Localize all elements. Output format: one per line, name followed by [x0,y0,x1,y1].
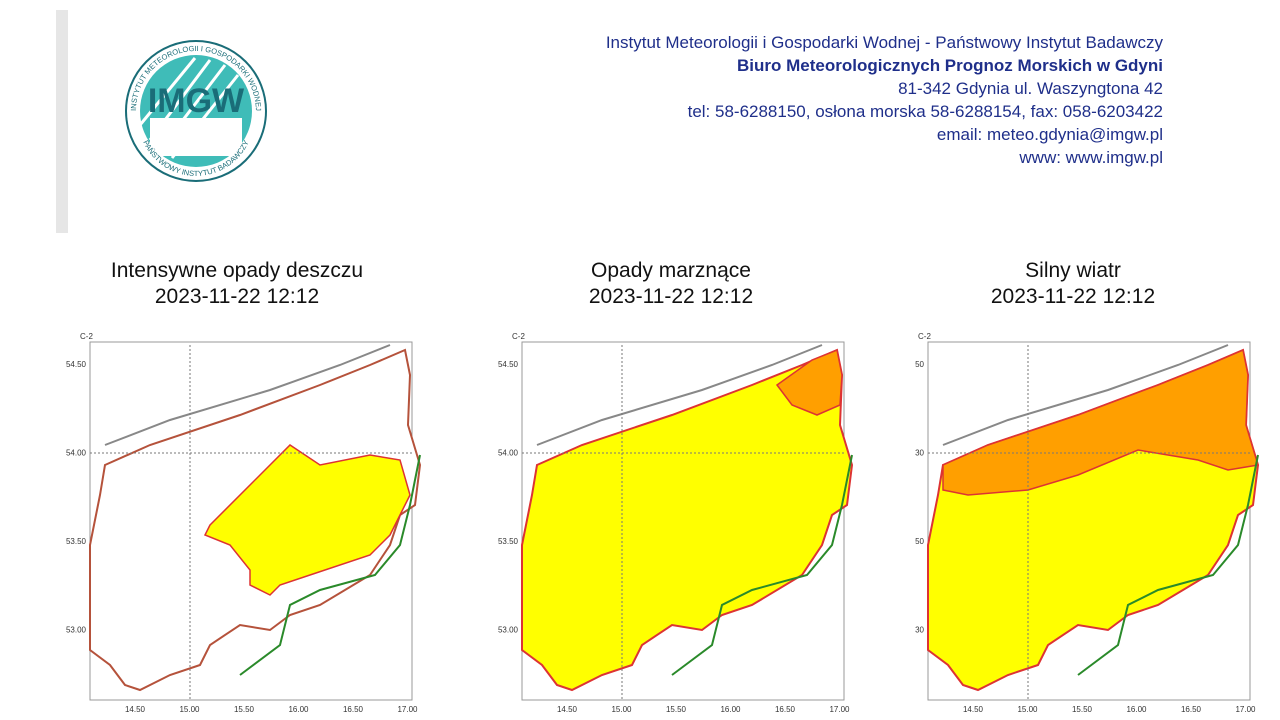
map-title: Silny wiatr [1025,259,1121,282]
map [521,344,854,700]
logo: IMGW INSTYTUT METEOROLOGII I GOSPODARKI … [125,40,267,182]
y-label: 30 [915,626,924,635]
y-label: 54.50 [66,360,87,369]
y-label: 30 [915,449,924,458]
x-label: 15.50 [234,705,255,714]
border-green [239,454,421,676]
logo-letters: IMGW [148,82,245,120]
x-label: 15.50 [666,705,687,714]
y-label: 53.00 [66,626,87,635]
x-label: 16.00 [1126,705,1147,714]
y-label: 53.50 [66,537,87,546]
header-line: 81-342 Gdynia ul. Waszyngtona 42 [898,79,1163,98]
y-label: 50 [915,360,924,369]
x-label: 15.50 [1072,705,1093,714]
map [927,344,1260,700]
map-date: 2023-11-22 12:12 [155,285,319,308]
warning-yellow [203,444,411,596]
x-label: 15.00 [1017,705,1038,714]
y-label: 53.00 [498,626,519,635]
y-label: 54.50 [498,360,519,369]
x-label: 16.00 [288,705,309,714]
y-label: 53.50 [498,537,519,546]
x-label: 14.50 [963,705,984,714]
x-label: 14.50 [125,705,146,714]
warning-orange [775,348,843,416]
header-line: www: www.imgw.pl [1018,148,1163,167]
side-bar [56,10,68,233]
border-green [1077,454,1259,676]
map-corner: C-2 [918,332,931,341]
map-date: 2023-11-22 12:12 [589,285,753,308]
x-label: 14.50 [557,705,578,714]
map-title: Intensywne opady deszczu [111,259,363,282]
map-date: 2023-11-22 12:12 [991,285,1155,308]
sea-coast [536,344,823,446]
map-corner: C-2 [80,332,93,341]
y-label: 54.00 [498,449,519,458]
header-line: email: meteo.gdynia@imgw.pl [937,125,1163,144]
header-line: Biuro Meteorologicznych Prognoz Morskich… [737,56,1163,75]
y-label: 54.00 [66,449,87,458]
x-label: 16.00 [720,705,741,714]
border-green [671,454,853,676]
x-label: 17.00 [829,705,850,714]
x-label: 16.50 [1181,705,1202,714]
x-label: 17.00 [397,705,418,714]
map-corner: C-2 [512,332,525,341]
warning-orange [942,348,1259,496]
x-label: 15.00 [611,705,632,714]
sea-coast [942,344,1229,446]
header: Instytut Meteorologii i Gospodarki Wodne… [606,33,1164,167]
x-label: 15.00 [179,705,200,714]
x-label: 16.50 [343,705,364,714]
x-label: 16.50 [775,705,796,714]
header-line: Instytut Meteorologii i Gospodarki Wodne… [606,33,1164,52]
header-line: tel: 58-6288150, osłona morska 58-628815… [688,102,1163,121]
y-label: 50 [915,537,924,546]
map [89,344,422,700]
x-label: 17.00 [1235,705,1256,714]
map-title: Opady marznące [591,259,751,282]
sea-coast [104,344,391,446]
maps: Intensywne opady deszczu 2023-11-22 12:12… [66,259,1260,714]
